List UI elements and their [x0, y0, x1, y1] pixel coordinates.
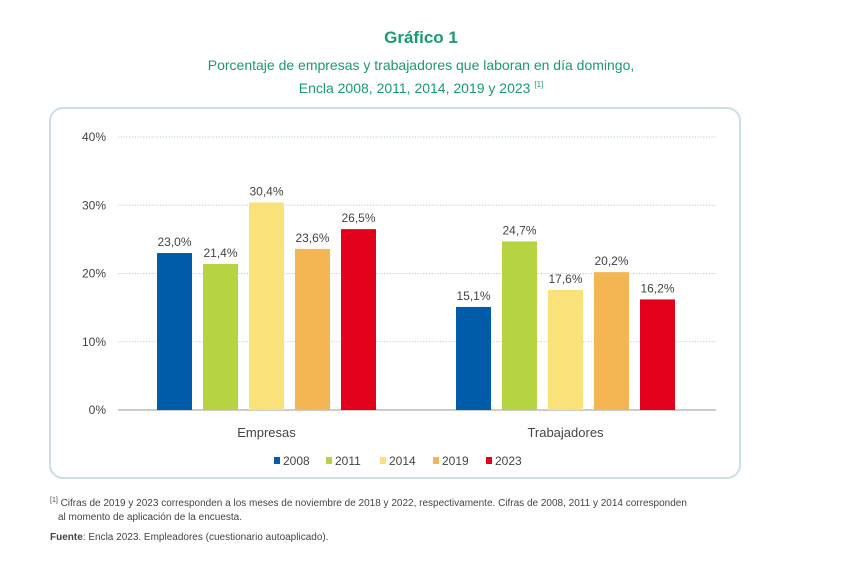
data-label: 21,4%	[203, 246, 237, 260]
y-tick-label: 20%	[82, 267, 106, 281]
legend-swatch-2008	[274, 457, 280, 464]
bar-2023-trabajadores	[640, 299, 675, 410]
footnote-reference: [1]	[50, 497, 58, 504]
subtitle-line-2: Encla 2008, 2011, 2014, 2019 y 2023	[298, 80, 531, 96]
x-axis: Empresas Trabajadores	[237, 425, 604, 440]
legend-label-2014: 2014	[389, 454, 416, 468]
chart-title: Gráfico 1	[384, 28, 458, 47]
bar-2014-empresas	[249, 202, 284, 410]
legend-label-2011: 2011	[335, 454, 361, 468]
source-label: Fuente	[50, 532, 83, 543]
bar-2023-empresas	[341, 229, 376, 410]
legend-swatch-2014	[380, 457, 386, 464]
data-label: 30,4%	[249, 185, 283, 199]
y-tick-label: 30%	[82, 198, 106, 212]
y-tick-label: 40%	[82, 130, 106, 144]
chart-subtitle: Porcentaje de empresas y trabajadores qu…	[0, 55, 842, 98]
bar-2019-trabajadores	[594, 272, 629, 410]
x-category-label: Empresas	[237, 425, 296, 440]
bar-2008-trabajadores	[456, 306, 491, 410]
bar-2019-empresas	[295, 248, 330, 410]
y-axis: 0% 10% 20% 30% 40%	[82, 130, 106, 417]
y-tick-label: 0%	[89, 403, 107, 417]
subtitle-line-1: Porcentaje de empresas y trabajadores qu…	[207, 57, 635, 73]
bar-2011-empresas	[203, 263, 238, 410]
data-label: 16,2%	[640, 281, 674, 295]
y-tick-label: 10%	[82, 335, 106, 349]
legend-swatch-2023	[486, 457, 492, 464]
legend-label-2008: 2008	[283, 454, 310, 468]
source-text: : Encla 2023. Empleadores (cuestionario …	[82, 532, 329, 543]
data-label: 26,5%	[341, 211, 375, 225]
bars	[157, 202, 675, 410]
data-label: 24,7%	[502, 223, 536, 237]
data-label: 15,1%	[456, 289, 490, 303]
footnote-text-1: Cifras de 2019 y 2023 corresponden a los…	[60, 498, 687, 509]
footnote-text-2: al momento de aplicación de la encuesta.	[58, 512, 243, 523]
legend: 2008 2011 2014 2019 2023	[274, 454, 522, 468]
legend-swatch-2011	[326, 457, 332, 464]
data-label: 17,6%	[548, 272, 582, 286]
data-labels: 23,0% 21,4% 30,4% 23,6% 26,5% 15,1% 24,7% 17,6%…	[157, 185, 674, 303]
bar-2011-trabajadores	[502, 241, 537, 410]
bar-2008-empresas	[157, 253, 192, 410]
x-category-label: Trabajadores	[527, 425, 604, 440]
legend-label-2023: 2023	[495, 454, 522, 468]
footnote: [1] Cifras de 2019 y 2023 corresponden a…	[50, 494, 770, 525]
data-label: 23,0%	[157, 235, 191, 249]
bar-2014-trabajadores	[548, 289, 583, 410]
data-label: 20,2%	[594, 254, 628, 268]
legend-swatch-2019	[433, 457, 439, 464]
chart-frame	[49, 107, 741, 479]
source-note: Fuente: Encla 2023. Empleadores (cuestio…	[50, 532, 328, 543]
legend-label-2019: 2019	[442, 454, 469, 468]
data-label: 23,6%	[295, 231, 329, 245]
subtitle-reference: [1]	[534, 80, 544, 89]
